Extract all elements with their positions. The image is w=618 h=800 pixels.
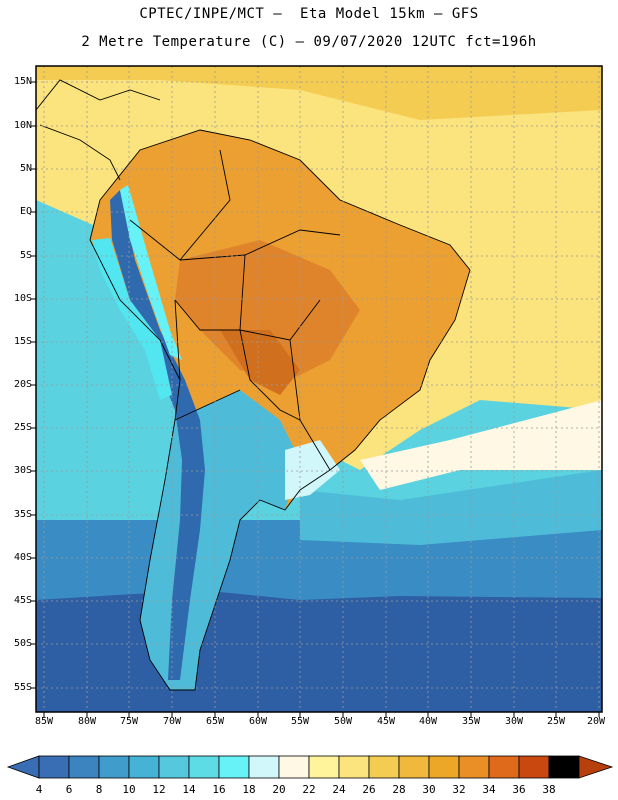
subtropical-atlantic bbox=[360, 400, 602, 490]
colorbar-label: 12 bbox=[152, 783, 166, 796]
lat-label: 10S bbox=[13, 293, 32, 304]
colorbar-label: 18 bbox=[242, 783, 256, 796]
lat-label: 5N bbox=[19, 163, 32, 174]
colorbar-label: 8 bbox=[95, 783, 103, 796]
deep-southern-ocean bbox=[36, 590, 602, 712]
colorbar-label: 32 bbox=[452, 783, 466, 796]
lat-label: 10N bbox=[13, 120, 32, 131]
colorbar-swatch bbox=[338, 755, 370, 779]
colorbar-label: 20 bbox=[272, 783, 286, 796]
axis-ticks bbox=[31, 81, 600, 717]
graticule bbox=[36, 66, 602, 712]
lon-label: 55W bbox=[290, 716, 310, 727]
colorbar-swatch bbox=[38, 755, 70, 779]
temperature-field bbox=[36, 66, 602, 712]
lat-label: 40S bbox=[13, 552, 32, 563]
lon-label: 75W bbox=[119, 716, 139, 727]
colorbar-label: 24 bbox=[332, 783, 346, 796]
colorbar-label: 30 bbox=[422, 783, 436, 796]
colorbar-label: 6 bbox=[65, 783, 73, 796]
colorbar-swatch bbox=[368, 755, 400, 779]
lon-label: 60W bbox=[248, 716, 268, 727]
colorbar bbox=[6, 755, 614, 779]
colorbar-swatch bbox=[428, 755, 460, 779]
lon-label: 80W bbox=[77, 716, 97, 727]
lat-label: 35S bbox=[13, 509, 32, 520]
colorbar-swatch bbox=[518, 755, 550, 779]
chaco-hot-spot bbox=[220, 330, 300, 395]
lon-label: 70W bbox=[162, 716, 182, 727]
colorbar-high-arrow bbox=[578, 755, 614, 779]
lat-label: 50S bbox=[13, 638, 32, 649]
lon-label: 40W bbox=[418, 716, 438, 727]
lat-label: 55S bbox=[13, 682, 32, 693]
pacific-coast-strip bbox=[92, 238, 172, 400]
lon-label: 20W bbox=[586, 716, 606, 727]
colorbar-label: 26 bbox=[362, 783, 376, 796]
colorbar-label: 16 bbox=[212, 783, 226, 796]
colorbar-label: 4 bbox=[35, 783, 43, 796]
map-frame bbox=[35, 65, 603, 713]
lat-label: EQ bbox=[19, 206, 32, 217]
colorbar-label: 22 bbox=[302, 783, 316, 796]
colorbar-swatch bbox=[128, 755, 160, 779]
lon-label: 50W bbox=[333, 716, 353, 727]
colorbar-low-arrow bbox=[6, 755, 40, 779]
colorbar-swatch bbox=[98, 755, 130, 779]
colorbar-swatch bbox=[248, 755, 280, 779]
lat-label: 20S bbox=[13, 379, 32, 390]
colorbar-swatch bbox=[488, 755, 520, 779]
colorbar-label: 36 bbox=[512, 783, 526, 796]
colorbar-swatch bbox=[458, 755, 490, 779]
caribbean-warm bbox=[36, 66, 602, 120]
south-atlantic-band bbox=[300, 470, 602, 545]
colorbar-label: 38 bbox=[542, 783, 556, 796]
lat-label: 15N bbox=[13, 76, 32, 87]
title-model: CPTEC/INPE/MCT – Eta Model 15km – GFS bbox=[139, 6, 479, 22]
title-field: 2 Metre Temperature (C) – 09/07/2020 12U… bbox=[81, 34, 537, 50]
uruguay-mild bbox=[285, 440, 340, 500]
colorbar-swatch bbox=[398, 755, 430, 779]
colorbar-swatch bbox=[188, 755, 220, 779]
lon-label: 30W bbox=[504, 716, 524, 727]
lat-label: 25S bbox=[13, 422, 32, 433]
lon-label: 65W bbox=[205, 716, 225, 727]
lon-label: 45W bbox=[376, 716, 396, 727]
colorbar-swatch bbox=[278, 755, 310, 779]
political-borders bbox=[36, 79, 471, 691]
lat-label: 30S bbox=[13, 465, 32, 476]
colorbar-label: 14 bbox=[182, 783, 196, 796]
colorbar-swatch bbox=[158, 755, 190, 779]
lat-label: 5S bbox=[19, 250, 32, 261]
colorbar-swatch bbox=[218, 755, 250, 779]
lon-label: 35W bbox=[461, 716, 481, 727]
colorbar-label: 10 bbox=[122, 783, 136, 796]
colorbar-label: 28 bbox=[392, 783, 406, 796]
andes-foothills bbox=[120, 185, 182, 360]
lat-label: 15S bbox=[13, 336, 32, 347]
colorbar-label: 34 bbox=[482, 783, 496, 796]
andes-cold-strip bbox=[110, 190, 205, 680]
lon-label: 85W bbox=[34, 716, 54, 727]
colorbar-swatch bbox=[548, 755, 580, 779]
interior-hot-core bbox=[175, 240, 360, 380]
colorbar-swatch bbox=[68, 755, 100, 779]
colorbar-swatch bbox=[308, 755, 340, 779]
lon-label: 25W bbox=[546, 716, 566, 727]
lat-label: 45S bbox=[13, 595, 32, 606]
